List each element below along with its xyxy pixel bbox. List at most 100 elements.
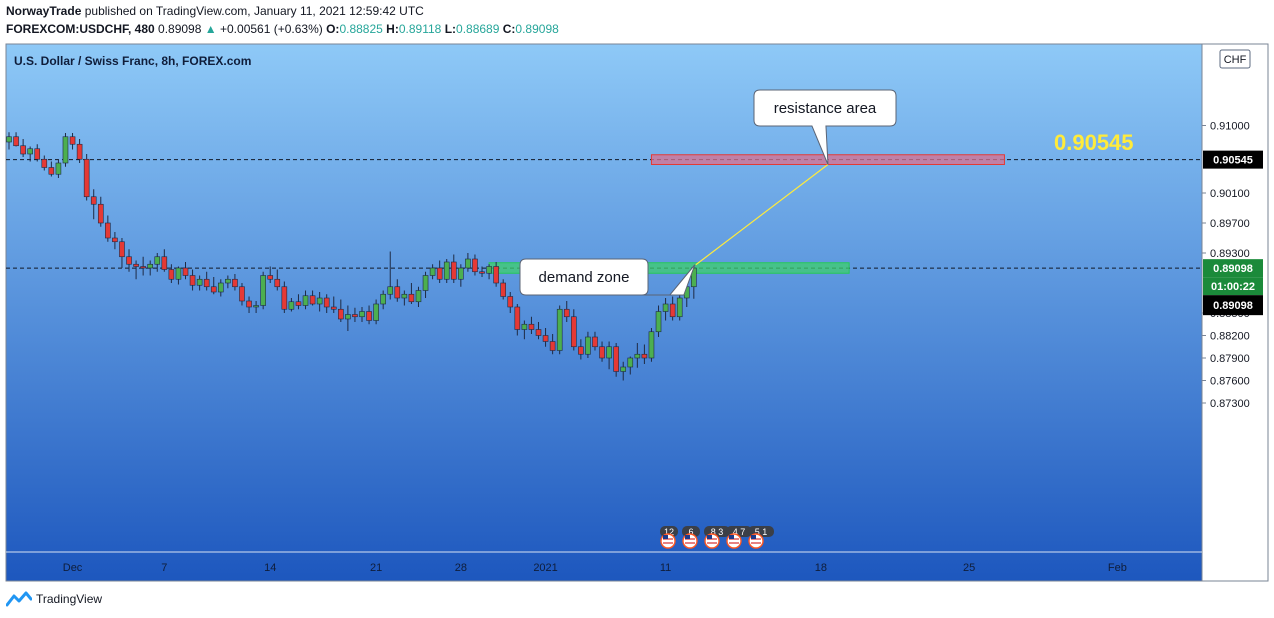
last-price-tag bbox=[1203, 259, 1263, 278]
candle-bear bbox=[83, 158, 90, 198]
candle-bear bbox=[578, 346, 584, 355]
close-value: 0.89098 bbox=[515, 22, 559, 36]
resistance-area-label: resistance area bbox=[774, 100, 877, 117]
annotation-layer: resistance area demand zone 0.90545 0.90545… bbox=[519, 89, 1263, 549]
chart-title: U.S. Dollar / Swiss Franc, 8h, FOREX.com bbox=[14, 54, 251, 68]
candle-bear bbox=[112, 237, 118, 243]
candle-bear bbox=[189, 275, 196, 286]
tradingview-logo-icon bbox=[6, 591, 32, 607]
candle-bear bbox=[20, 145, 26, 155]
flag-canton bbox=[729, 535, 734, 539]
x-tick-label: 2021 bbox=[533, 562, 557, 574]
candle-bear bbox=[210, 286, 217, 293]
event-count: 8 3 bbox=[711, 527, 724, 537]
candle-bear bbox=[570, 316, 577, 348]
candle-bear bbox=[542, 335, 549, 342]
candle-bull bbox=[154, 256, 161, 265]
up-arrow-icon: ▲ bbox=[204, 22, 217, 36]
candle-bear bbox=[246, 300, 252, 308]
resistance-area-callout[interactable] bbox=[753, 89, 897, 165]
candle-bear bbox=[599, 346, 605, 359]
candle-bull bbox=[316, 297, 323, 305]
candle-bull bbox=[620, 366, 627, 372]
candle-bear bbox=[90, 196, 97, 205]
ohlc-line: FOREXCOM:USDCHF, 480 0.89098 ▲ +0.00561 … bbox=[6, 22, 559, 36]
last-price-tag-text: 0.89098 bbox=[1213, 263, 1253, 275]
x-tick-label: 28 bbox=[455, 562, 467, 574]
candle-bear bbox=[338, 308, 344, 320]
footer-brand-text: TradingView bbox=[36, 592, 103, 606]
publish-line: NorwayTrade published on TradingView.com… bbox=[6, 4, 424, 18]
candle-bear bbox=[34, 148, 41, 160]
candle-bull bbox=[175, 267, 182, 280]
candle-bear bbox=[592, 336, 598, 348]
candle-bull bbox=[415, 290, 422, 303]
candle-bear bbox=[133, 263, 139, 267]
candle-bear bbox=[366, 311, 372, 321]
footer-brand[interactable]: TradingView bbox=[6, 591, 102, 607]
currency-badge[interactable] bbox=[1219, 49, 1251, 69]
candle-bull bbox=[225, 278, 231, 284]
close-label: C: bbox=[502, 22, 516, 36]
candle-bear bbox=[493, 266, 499, 284]
candle-bull bbox=[662, 303, 669, 312]
candle-bear bbox=[535, 329, 542, 336]
x-tick-label: 14 bbox=[264, 562, 276, 574]
price-change: +0.00561 (+0.63%) bbox=[220, 22, 323, 36]
resistance-price-tag bbox=[1203, 150, 1263, 169]
candle-bear bbox=[436, 267, 443, 280]
candle-bull bbox=[302, 295, 309, 306]
candle-bull bbox=[458, 267, 464, 280]
candle-bull bbox=[218, 282, 224, 293]
candle-bear bbox=[472, 258, 478, 273]
candle-bear bbox=[69, 136, 76, 145]
candle-bull bbox=[627, 357, 634, 368]
candle-bear bbox=[479, 271, 485, 274]
event-count: 6 bbox=[688, 527, 693, 537]
x-tick-label: 18 bbox=[815, 562, 827, 574]
countdown-tag bbox=[1203, 277, 1263, 296]
candle-bull bbox=[401, 293, 408, 299]
open-value: 0.88825 bbox=[339, 22, 383, 36]
demand-zone-label: demand zone bbox=[539, 269, 630, 286]
y-tick-label: 0.91000 bbox=[1210, 121, 1250, 133]
candle-bull bbox=[606, 346, 612, 359]
candle-bear bbox=[48, 167, 55, 175]
candle-bear bbox=[274, 278, 281, 288]
candle-bull bbox=[521, 323, 528, 330]
candle-bear bbox=[119, 241, 125, 258]
event-count: 5 1 bbox=[755, 527, 768, 537]
candle-bear bbox=[514, 306, 521, 330]
candle-bear bbox=[203, 278, 210, 288]
level-value-label: 0.90545 bbox=[1054, 130, 1134, 155]
close-price-tag-text: 0.89098 bbox=[1213, 300, 1253, 312]
candle-bull bbox=[147, 263, 153, 269]
candle-bear bbox=[97, 203, 104, 224]
trend-projection-line[interactable] bbox=[695, 164, 829, 266]
flag-canton bbox=[663, 535, 668, 539]
chart-background bbox=[6, 44, 1202, 581]
author-name[interactable]: NorwayTrade bbox=[6, 4, 82, 18]
candle-bull bbox=[62, 136, 69, 164]
candle-bull bbox=[429, 267, 436, 276]
candle-bull bbox=[373, 303, 379, 321]
low-value: 0.88689 bbox=[456, 22, 500, 36]
candle-bull bbox=[387, 286, 394, 295]
candle-bear bbox=[126, 256, 132, 265]
chart-frame bbox=[5, 43, 1269, 582]
candle-bull bbox=[443, 261, 450, 280]
candle-bull bbox=[465, 258, 471, 269]
candle-bull bbox=[676, 297, 683, 318]
candle-bear bbox=[323, 297, 330, 308]
demand-zone-callout[interactable] bbox=[519, 258, 696, 296]
candle-bear bbox=[394, 286, 401, 299]
candle-bull bbox=[253, 305, 259, 308]
candle-bear bbox=[267, 275, 274, 280]
candle-bear bbox=[105, 222, 111, 239]
candle-bear bbox=[408, 293, 415, 303]
x-tick-label: 25 bbox=[963, 562, 975, 574]
last-price: 0.89098 bbox=[158, 22, 202, 36]
candle-bull bbox=[260, 275, 266, 306]
flag-canton bbox=[707, 535, 712, 539]
